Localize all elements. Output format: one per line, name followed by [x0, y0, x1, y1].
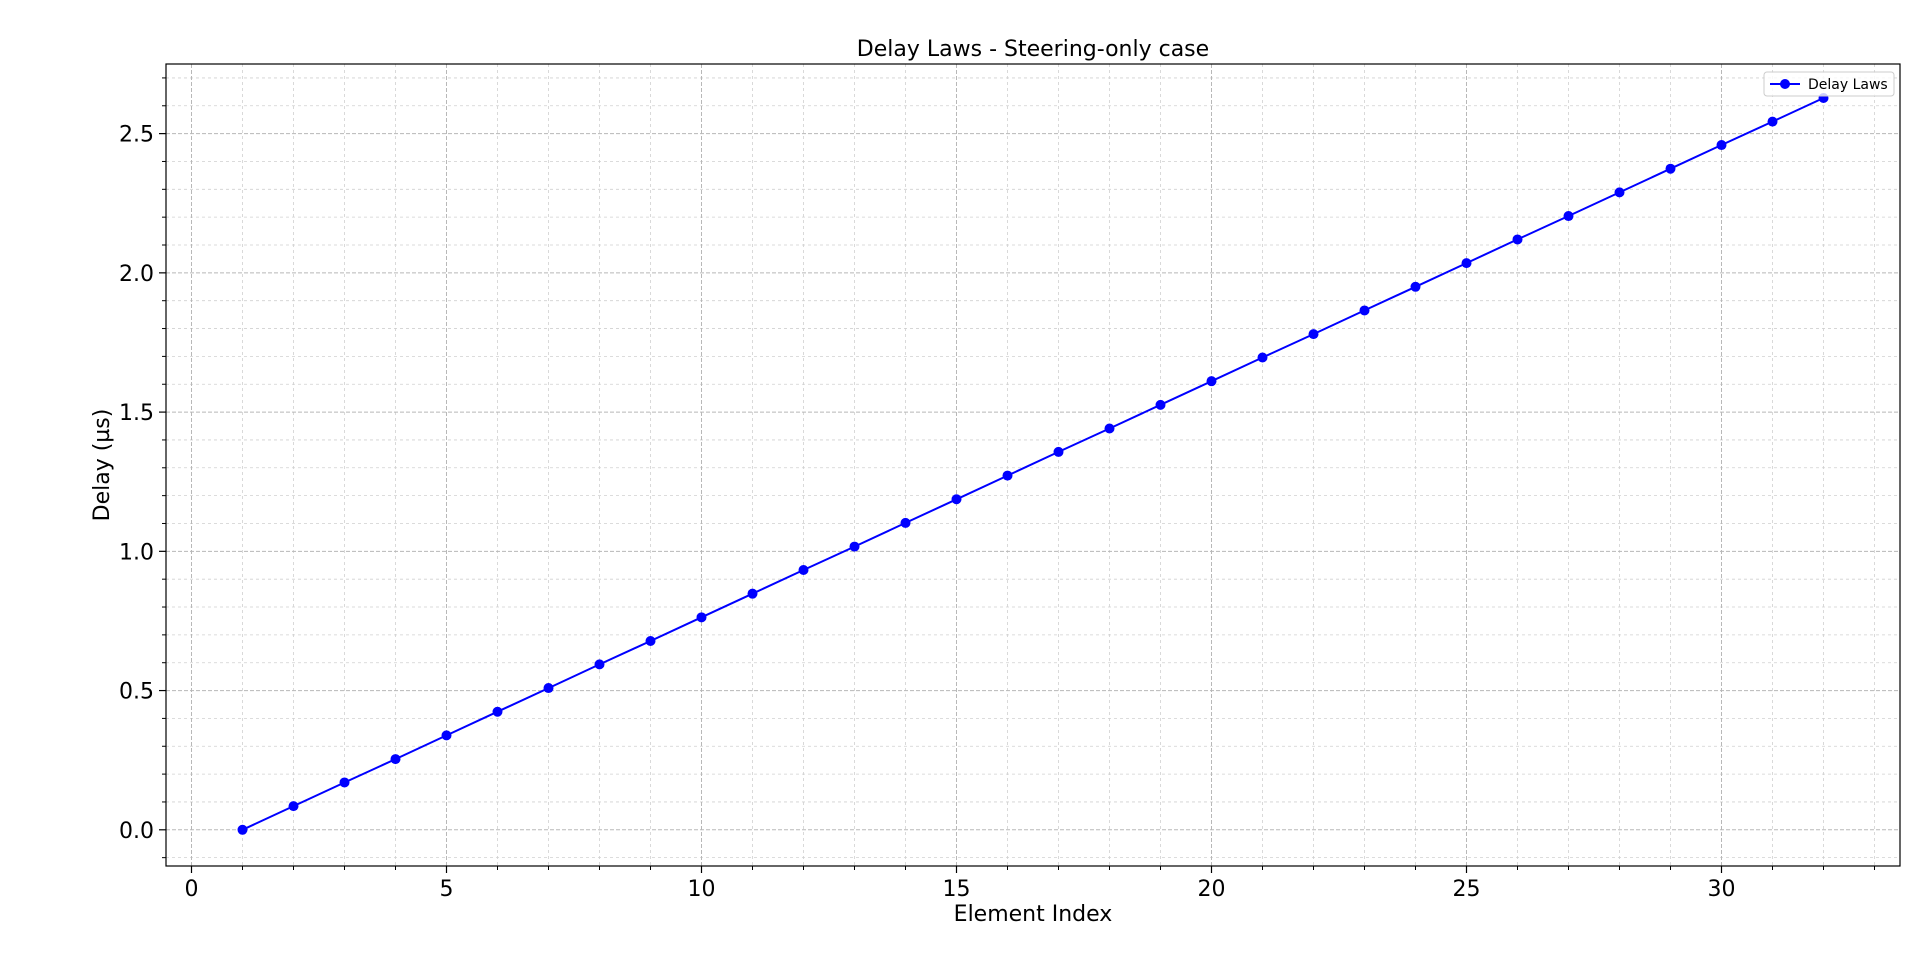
- legend-entry-label: Delay Laws: [1808, 77, 1888, 93]
- data-point: [1614, 187, 1625, 198]
- y-tick-label: 1.0: [119, 540, 154, 565]
- y-tick-label: 1.5: [119, 401, 154, 426]
- data-point: [900, 517, 911, 528]
- x-tick-label: 20: [1198, 877, 1226, 902]
- data-point: [1104, 423, 1115, 434]
- data-point: [798, 564, 809, 575]
- data-point: [1563, 211, 1574, 222]
- data-point: [1359, 305, 1370, 316]
- plot-area-frame: [165, 63, 1901, 867]
- data-point: [237, 824, 248, 835]
- y-tick-label: 0.5: [119, 680, 154, 705]
- data-point: [1767, 116, 1778, 127]
- data-point: [1461, 258, 1472, 269]
- data-point: [390, 754, 401, 765]
- data-point: [1257, 352, 1268, 363]
- chart-title: Delay Laws - Steering-only case: [857, 37, 1209, 62]
- data-point: [1512, 234, 1523, 245]
- y-tick-label: 2.0: [119, 262, 154, 287]
- major-grid: [166, 64, 1900, 866]
- x-tick-label: 15: [943, 877, 971, 902]
- series-layer: [237, 92, 1829, 835]
- data-point: [1410, 281, 1421, 292]
- y-tick-label: 2.5: [119, 123, 154, 148]
- legend-marker-sample: [1780, 79, 1790, 89]
- y-tick-label: 0.0: [119, 819, 154, 844]
- data-point: [1206, 376, 1217, 387]
- minor-grid: [166, 64, 1900, 866]
- tick-labels: 0 5 10 15 20 25 30 0.0 0.5 1.0 1.5 2.0 2.5: [119, 123, 1736, 902]
- x-axis-label: Element Index: [954, 902, 1113, 927]
- data-point: [543, 683, 554, 694]
- x-tick-label: 25: [1453, 877, 1481, 902]
- data-point: [747, 588, 758, 599]
- data-point: [1665, 163, 1676, 174]
- data-point: [696, 612, 707, 623]
- axis-ticks: [159, 77, 1875, 873]
- data-point: [288, 801, 299, 812]
- series-line-delay-laws: [242, 97, 1824, 831]
- x-tick-label: 10: [688, 877, 716, 902]
- data-point: [951, 494, 962, 505]
- legend: Delay Laws: [1763, 71, 1895, 97]
- data-point: [339, 777, 350, 788]
- data-point: [1053, 446, 1064, 457]
- y-axis-label: Delay (µs): [90, 409, 115, 522]
- data-point: [1716, 140, 1727, 151]
- data-point: [645, 635, 656, 646]
- data-point: [594, 659, 605, 670]
- data-point: [1308, 329, 1319, 340]
- legend-box: [1763, 71, 1895, 97]
- x-tick-label: 30: [1708, 877, 1736, 902]
- data-point: [1002, 470, 1013, 481]
- x-tick-label: 5: [440, 877, 454, 902]
- x-tick-label: 0: [185, 877, 199, 902]
- data-point: [849, 541, 860, 552]
- data-point: [441, 730, 452, 741]
- data-point: [492, 706, 503, 717]
- data-point: [1155, 399, 1166, 410]
